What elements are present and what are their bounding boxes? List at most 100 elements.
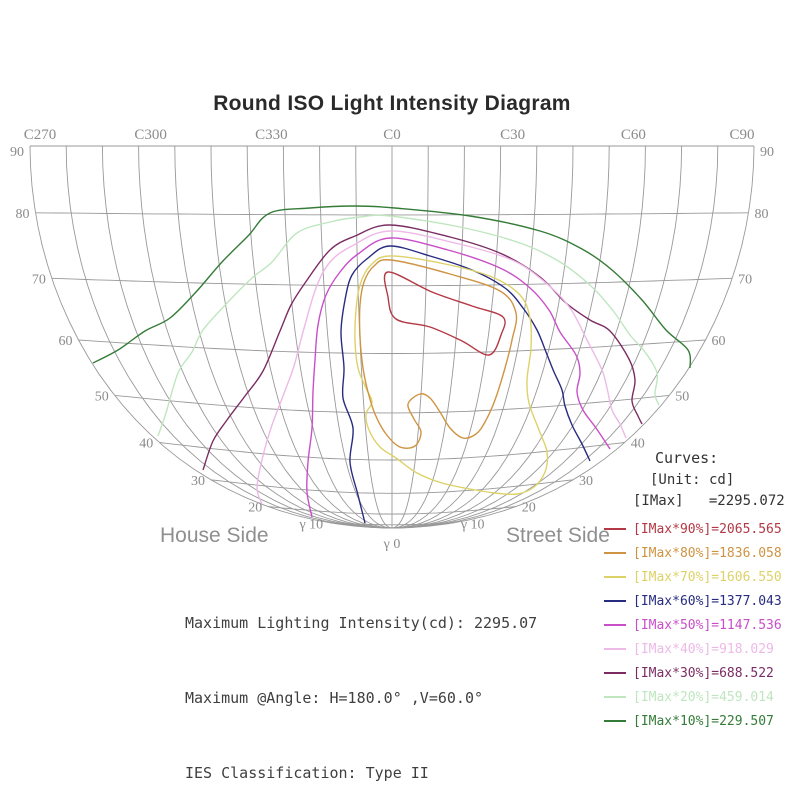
grid-meridian [391, 145, 538, 529]
legend-row-text: [IMax*80%]=1836.058 [633, 545, 782, 561]
grid-parallel [268, 506, 516, 515]
axis-labels: C270 C300 C330 C0 C30 C60 C90 20 20 30 30 40 40 50 50 6… [10, 127, 774, 552]
polar-grid [29, 145, 755, 529]
gamma-label-right: 90 [760, 145, 774, 160]
legend-header: Curves: [655, 449, 719, 467]
legend-swatch [604, 528, 626, 530]
legend-row-text: [IMax*20%]=459.014 [633, 689, 774, 705]
curves-legend: Curves: [Unit: cd] [IMax] =2295.072 [IMa… [600, 449, 800, 733]
legend-row-80pct: [IMax*80%]=1836.058 [600, 541, 800, 565]
legend-row-10pct: [IMax*10%]=229.507 [600, 709, 800, 733]
c-plane-label: C270 [24, 127, 57, 143]
grid-parallel [51, 277, 733, 287]
grid-meridian [282, 145, 393, 529]
gamma-label-right: 40 [631, 437, 645, 452]
legend-row-text: [IMax*50%]=1147.536 [633, 617, 782, 633]
c-plane-label: C330 [255, 127, 288, 143]
gamma-label-left: 80 [15, 207, 29, 222]
grid-meridian [65, 145, 393, 529]
grid-meridian [391, 145, 719, 529]
grid-meridian [391, 145, 646, 529]
grid-meridian [391, 145, 502, 529]
gamma-label-left: 40 [139, 437, 153, 452]
gamma-label-right: 20 [522, 501, 536, 516]
legend-row-20pct: [IMax*20%]=459.014 [600, 685, 800, 709]
house-side-label: House Side [160, 524, 269, 547]
grid-meridian [319, 145, 393, 529]
legend-swatch [604, 600, 626, 602]
grid-meridian [391, 146, 429, 529]
legend-swatch [604, 720, 626, 722]
chart-title: Round ISO Light Intensity Diagram [213, 92, 571, 115]
annotation-max-intensity: Maximum Lighting Intensity(cd): 2295.07 [185, 614, 538, 632]
contour-90pct [383, 271, 506, 356]
grid-parallel [35, 212, 749, 216]
grid-parallel [78, 339, 706, 354]
contour-40pct [256, 230, 627, 505]
legend-imax-row: [IMax] =2295.072 [633, 493, 785, 509]
contour-30pct [202, 224, 643, 471]
legend-swatch [604, 648, 626, 650]
legend-row-text: [IMax*60%]=1377.043 [633, 593, 782, 609]
grid-meridian [391, 145, 755, 529]
legend-row-text: [IMax*10%]=229.507 [633, 713, 774, 729]
legend-swatch [604, 672, 626, 674]
legend-swatch [604, 576, 626, 578]
grid-meridian [138, 145, 393, 529]
contour-70pct [354, 255, 549, 496]
gamma-label-right: 70 [738, 272, 752, 287]
grid-parallel [210, 479, 574, 494]
legend-unit: [Unit: cd] [650, 472, 735, 488]
grid-meridian [391, 145, 683, 529]
grid-parallel [114, 394, 670, 414]
grid-meridian [29, 145, 393, 529]
contour-20pct [157, 214, 660, 437]
legend-row-40pct: [IMax*40%]=918.029 [600, 637, 800, 661]
gamma-label-right: 80 [755, 207, 769, 222]
gamma0-label: γ 0 [383, 537, 401, 552]
iso-contours [92, 205, 692, 524]
annotation-ies-classification: IES Classification: Type II [185, 764, 429, 782]
grid-meridian [355, 146, 393, 529]
gamma10-label-left: γ 10 [298, 518, 323, 533]
legend-rows: [IMax*90%]=2065.565 [IMax*80%]=1836.058 [I… [600, 517, 800, 733]
legend-row-text: [IMax*70%]=1606.550 [633, 569, 782, 585]
gamma-label-left: 50 [95, 389, 109, 404]
contour-60pct [340, 245, 591, 524]
legend-row-text: [IMax*30%]=688.522 [633, 665, 774, 681]
contour-10pct [92, 205, 692, 369]
photometric-annotations: Maximum Lighting Intensity(cd): 2295.07 … [185, 561, 790, 800]
gamma-label-right: 30 [579, 474, 593, 489]
street-side-label: Street Side [506, 524, 610, 547]
gamma-label-right: 60 [712, 334, 726, 349]
legend-swatch [604, 696, 626, 698]
grid-meridian [246, 145, 393, 529]
grid-meridian [391, 145, 465, 529]
gamma-label-left: 60 [58, 334, 72, 349]
grid-parallel [329, 522, 455, 526]
grid-meridian [391, 145, 610, 529]
grid-meridian [101, 145, 393, 529]
c-plane-label: C0 [383, 127, 401, 143]
gamma10-label-right: γ 10 [460, 518, 485, 533]
legend-row-text: [IMax*40%]=918.029 [633, 641, 774, 657]
legend-row-60pct: [IMax*60%]=1377.043 [600, 589, 800, 613]
legend-row-text: [IMax*90%]=2065.565 [633, 521, 782, 537]
c-plane-label: C30 [500, 127, 525, 143]
legend-row-90pct: [IMax*90%]=2065.565 [600, 517, 800, 541]
contour-50pct [306, 237, 611, 518]
gamma-label-left: 90 [10, 145, 24, 160]
gamma-label-left: 20 [248, 501, 262, 516]
gamma-label-left: 70 [32, 272, 46, 287]
grid-meridian [174, 145, 393, 529]
contour-80pct [358, 259, 518, 449]
legend-row-30pct: [IMax*30%]=688.522 [600, 661, 800, 685]
c-plane-label: C60 [621, 127, 646, 143]
c-plane-label: C90 [729, 127, 754, 143]
grid-meridian [391, 145, 574, 529]
legend-swatch [604, 552, 626, 554]
gamma-label-left: 30 [191, 474, 205, 489]
legend-swatch [604, 624, 626, 626]
